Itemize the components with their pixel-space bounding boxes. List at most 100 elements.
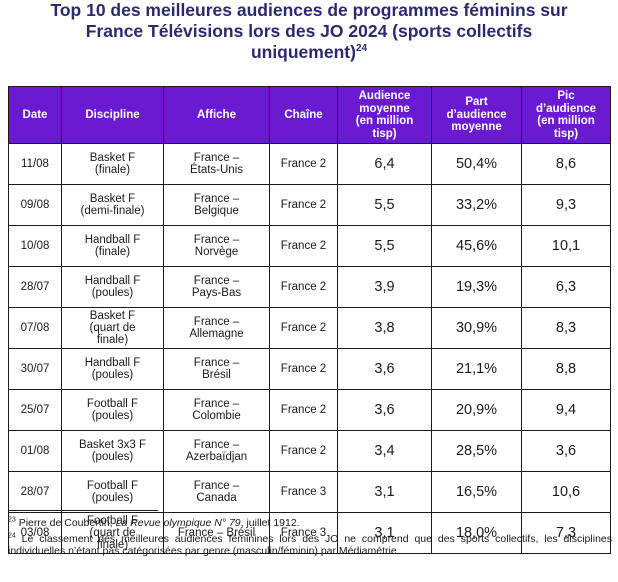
line: France – [193, 316, 240, 328]
line: Football F [86, 480, 139, 492]
cell-part: 33,2% [431, 184, 522, 226]
cell-audience: 3,4 [337, 430, 432, 472]
line: Basket F [89, 310, 136, 322]
line: Basket F [89, 152, 136, 164]
cell-discipline: Basket F (demi-finale) [61, 184, 164, 226]
line: France – [193, 193, 240, 205]
cell-date: 25/07 [8, 389, 62, 431]
line: d’audience [535, 102, 597, 115]
cell-part: 21,1% [431, 348, 522, 390]
title-line-3: uniquement)24 [0, 42, 618, 63]
line: Colombie [192, 410, 241, 422]
line: moyenne [451, 121, 502, 134]
cell-date: 09/08 [8, 184, 62, 226]
table-row: 01/08 Basket 3x3 F (poules) France – Azerbaï… [8, 430, 611, 472]
table-row: 11/08 Basket F (finale) France – États-Unis F… [8, 143, 611, 185]
cell-discipline: Football F (poules) [61, 389, 164, 431]
footnote-24-number: 24 [8, 532, 16, 539]
cell-chaine: France 2 [269, 266, 338, 308]
cell-date: 30/07 [8, 348, 62, 390]
cell-pic: 9,4 [521, 389, 611, 431]
line: Basket 3x3 F [78, 439, 147, 451]
table-row: 07/08 Basket F (quart de finale) France – All… [8, 307, 611, 349]
cell-discipline: Handball F (poules) [61, 266, 164, 308]
line: Part [465, 96, 488, 109]
header-part: Part d’audience moyenne [431, 86, 522, 144]
table-row: 25/07 Football F (poules) France – Colombie F… [8, 389, 611, 431]
table-row: 09/08 Basket F (demi-finale) France – Belgiq… [8, 184, 611, 226]
cell-chaine: France 2 [269, 225, 338, 267]
line: France – [193, 480, 240, 492]
cell-pic: 6,3 [521, 266, 611, 308]
line: Brésil [202, 369, 231, 381]
line: (finale) [94, 246, 131, 258]
line: Azerbaïdjan [185, 451, 248, 463]
cell-pic: 10,6 [521, 471, 611, 513]
header-affiche: Affiche [163, 86, 270, 144]
footnotes: 23 Pierre de Coubertin, La Revue olympiq… [8, 517, 612, 561]
cell-affiche: France – Canada [163, 471, 270, 513]
cell-discipline: Football F (poules) [61, 471, 164, 513]
cell-part: 28,5% [431, 430, 522, 472]
cell-pic: 3,6 [521, 430, 611, 472]
line: d’audience [446, 108, 507, 121]
title-line-1: Top 10 des meilleures audiences de progr… [50, 0, 568, 20]
line: Pays-Bas [191, 287, 242, 299]
line: finale) [96, 334, 129, 346]
table-row: 28/07 Football F (poules) France – Canada Fra… [8, 471, 611, 513]
header-pic: Pic d’audience (en million tisp) [521, 86, 611, 144]
line: Handball F [84, 275, 141, 287]
footnote-23-number: 23 [8, 516, 16, 524]
line: tisp) [553, 127, 579, 140]
cell-pic: 8,8 [521, 348, 611, 390]
cell-date: 01/08 [8, 430, 62, 472]
cell-affiche: France – Pays-Bas [163, 266, 270, 308]
cell-part: 16,5% [431, 471, 522, 513]
cell-chaine: France 2 [269, 389, 338, 431]
cell-discipline: Basket F (quart de finale) [61, 307, 164, 349]
cell-part: 18,0% [431, 512, 522, 554]
cell-part: 19,3% [431, 266, 522, 308]
cell-affiche: France – États-Unis [163, 143, 270, 185]
cell-chaine: France 2 [269, 143, 338, 185]
table-row: 30/07 Handball F (poules) France – Brésil Fra… [8, 348, 611, 390]
cell-discipline: Handball F (finale) [61, 225, 164, 267]
cell-chaine: France 2 [269, 348, 338, 390]
cell-date: 28/07 [8, 266, 62, 308]
line: Basket F [89, 193, 136, 205]
cell-date: 28/07 [8, 471, 62, 513]
cell-date: 03/08 [8, 512, 62, 554]
line: (finale) [94, 164, 131, 176]
cell-audience: 3,8 [337, 307, 432, 349]
line: (en million [537, 115, 595, 127]
cell-audience: 3,9 [337, 266, 432, 308]
header-discipline: Discipline [61, 86, 164, 144]
table-row: 03/08 Football F (quart de finale) France – … [8, 512, 611, 554]
cell-affiche: France – Brésil [163, 512, 270, 554]
table-row: 10/08 Handball F (finale) France – Norvège Fr… [8, 225, 611, 267]
line: Norvège [194, 246, 239, 258]
line: Football F [86, 515, 139, 527]
line: tisp) [372, 127, 397, 140]
cell-audience: 3,1 [337, 512, 432, 554]
line: Allemagne [189, 328, 244, 340]
cell-audience: 3,6 [337, 389, 432, 431]
cell-chaine: France 3 [269, 471, 338, 513]
cell-audience: 3,1 [337, 471, 432, 513]
line: États-Unis [189, 164, 244, 176]
footnote-divider [8, 510, 158, 511]
cell-pic: 8,3 [521, 307, 611, 349]
table-row: 28/07 Handball F (poules) France – Pays-Bas F… [8, 266, 611, 308]
line: (en million [355, 115, 414, 127]
cell-pic: 10,1 [521, 225, 611, 267]
cell-date: 11/08 [8, 143, 62, 185]
footnote-24-text: Le classement des meilleures audiences f… [8, 532, 612, 558]
line: (poules) [91, 287, 134, 299]
audience-table: Date Discipline Affiche Chaîne Audience m… [8, 86, 611, 554]
line: moyenne [359, 102, 410, 115]
cell-audience: 3,6 [337, 348, 432, 390]
cell-affiche: France – Azerbaïdjan [163, 430, 270, 472]
footnote-23-text: Pierre de Coubertin, [15, 517, 116, 529]
footnote-23: 23 Pierre de Coubertin, La Revue olympiq… [8, 517, 612, 530]
line: (poules) [91, 410, 134, 422]
